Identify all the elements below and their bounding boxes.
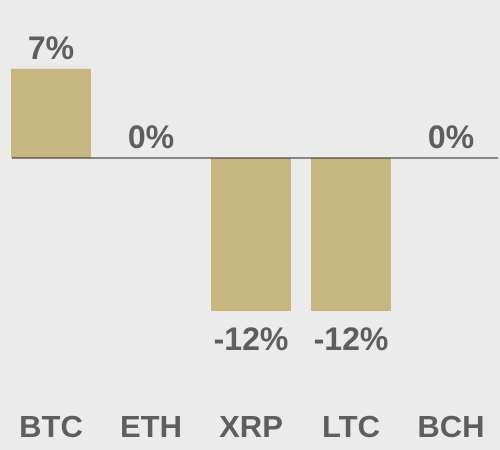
category-label-eth: ETH [120, 409, 182, 444]
category-label-btc: BTC [19, 409, 83, 444]
value-label-eth: 0% [128, 119, 174, 155]
bar-btc [11, 68, 91, 158]
value-label-ltc: -12% [314, 321, 389, 357]
category-label-bch: BCH [417, 409, 484, 444]
value-label-xrp: -12% [214, 321, 289, 357]
bar-ltc [311, 158, 391, 311]
value-label-btc: 7% [28, 30, 74, 66]
category-label-xrp: XRP [219, 409, 283, 444]
bars-group [11, 68, 391, 311]
value-labels-group: 7% 0% -12% -12% 0% [28, 30, 474, 357]
value-label-bch: 0% [428, 119, 474, 155]
category-labels-group: BTC ETH XRP LTC BCH [19, 409, 484, 444]
category-label-ltc: LTC [322, 409, 380, 444]
bar-xrp [211, 158, 291, 311]
